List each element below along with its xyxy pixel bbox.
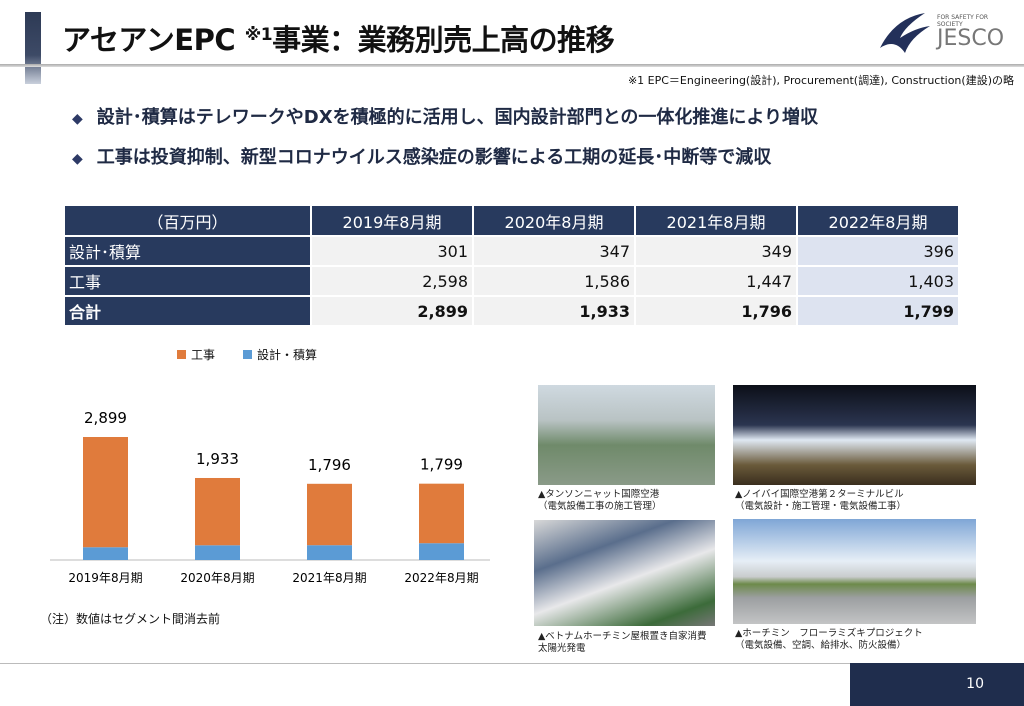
total-label: 2,899 [84, 409, 127, 427]
bar-design [419, 543, 464, 560]
photo-caption: ▲ホーチミン フローラミズキプロジェクト （電気設備、空調、給排水、防火設備） [735, 628, 923, 651]
bar-construction [307, 483, 352, 546]
bar-construction [419, 483, 464, 544]
photo-caption: ▲ベトナムホーチミン屋根置き自家消費 太陽光発電 [538, 631, 707, 654]
page-number: 10 [850, 663, 1024, 706]
footer-rule [0, 663, 1024, 664]
photo-noi-bai-airport [733, 385, 976, 485]
sales-table: （百万円） 2019年8月期 2020年8月期 2021年8月期 2022年8月期 設計… [63, 204, 960, 327]
photo-rooftop-solar [534, 520, 715, 626]
photo-tan-son-nhat-airport [538, 385, 715, 485]
x-tick-label: 2022年8月期 [404, 571, 478, 585]
total-label: 1,799 [420, 456, 463, 474]
jesco-logo: FOR SAFETY FOR SOCIETY JESCO [875, 8, 1015, 58]
x-tick-label: 2020年8月期 [180, 571, 254, 585]
chart-legend: 工事 設計・積算 [177, 346, 317, 363]
photo-flora-mizuki [733, 519, 976, 624]
total-label: 1,933 [196, 450, 239, 468]
bar-design [195, 545, 240, 560]
photo-caption: ▲ノイバイ国際空港第２ターミナルビル （電気設計・施工管理・電気設備工事） [735, 489, 907, 512]
bar-design [307, 545, 352, 560]
table-header-row: （百万円） 2019年8月期 2020年8月期 2021年8月期 2022年8月期 [65, 206, 958, 235]
table-row: 工事 2,598 1,586 1,447 1,403 [65, 267, 958, 295]
total-label: 1,796 [308, 456, 351, 474]
bar-design [83, 547, 128, 560]
page-title: アセアンEPC ※1事業：業務別売上高の推移 [62, 23, 615, 57]
x-tick-label: 2021年8月期 [292, 571, 366, 585]
footnote: （注）数値はセグメント間消去前 [40, 612, 221, 626]
title-divider [0, 64, 1024, 67]
title-accent-bar [25, 12, 41, 84]
bar-construction [83, 437, 128, 548]
diamond-icon: ◆ [72, 111, 83, 127]
bar-construction [195, 477, 240, 546]
photo-caption: ▲タンソンニャット国際空港 （電気設備工事の施工管理） [538, 489, 662, 512]
legend-item: 工事 [177, 346, 215, 363]
diamond-icon: ◆ [72, 151, 83, 167]
stacked-bar-chart: 2,899 2019年8月期 1,933 2020年8月期 1,796 2021年8月期 1… [50, 409, 490, 585]
table-row-total: 合計 2,899 1,933 1,796 1,799 [65, 297, 958, 325]
x-tick-label: 2019年8月期 [68, 571, 142, 585]
legend-item: 設計・積算 [243, 346, 317, 363]
bullet-item: ◆ 工事は投資抑制、新型コロナウイルス感染症の影響による工期の延長･中断等で減収 [72, 147, 772, 168]
epc-note: ※1 EPC＝Engineering(設計), Procurement(調達),… [627, 74, 1014, 87]
bullet-item: ◆ 設計･積算はテレワークやDXを積極的に活用し、国内設計部門との一体化推進により… [72, 107, 819, 128]
table-row: 設計･積算 301 347 349 396 [65, 237, 958, 265]
